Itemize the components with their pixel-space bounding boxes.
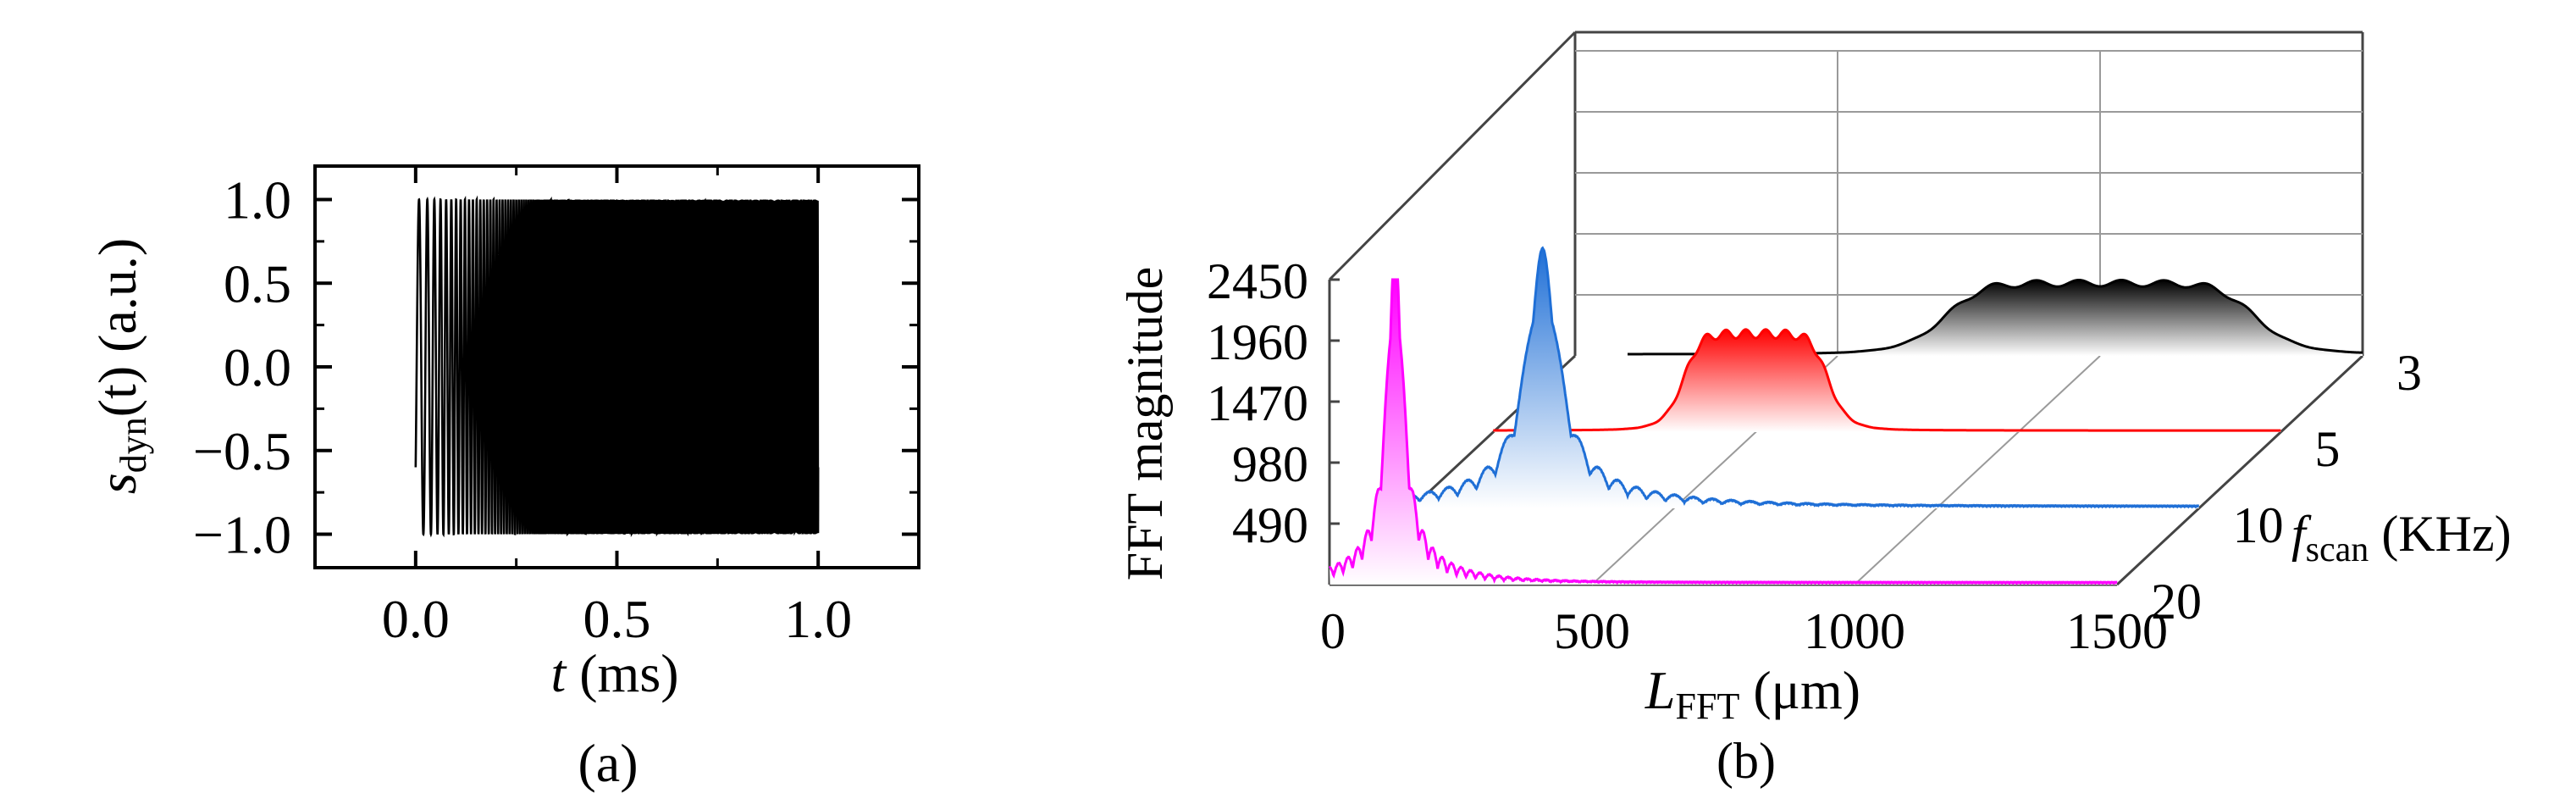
fft-area-2 [1411, 247, 2199, 508]
fft-line-2 [1410, 246, 2200, 509]
fft-series-5-khz [1493, 328, 2281, 432]
y-tick-label-a-4: −1.0 [193, 505, 291, 565]
fft-area-0 [1628, 280, 2363, 356]
fft-series-10-khz [1410, 246, 2200, 509]
fft-series-20-khz [1328, 278, 2118, 585]
fft-line-1 [1493, 328, 2281, 432]
x-tick-label-b-1: 500 [1554, 603, 1630, 659]
fft-series-group [1328, 246, 2363, 585]
floor-grid-2 [1854, 355, 2101, 585]
y-tick-label-a-2: 0.0 [224, 337, 291, 397]
x-tick-label-b-3: 1500 [2066, 603, 2168, 659]
y-tick-label-b-2: 1470 [1207, 375, 1308, 431]
chirp-signal-line [414, 195, 820, 538]
panel-a: 0.0 0.5 1.0 1.0 0.5 0.0 −0.5 −1.0 sdyn(t) (a.u.… [87, 164, 920, 793]
x-tick-label-a-0: 0.0 [382, 589, 450, 649]
x-axis-label-b: LFFT (μm) [1645, 660, 1860, 727]
back-wall-grid [1575, 50, 2363, 585]
chirp-signal-series [414, 195, 820, 538]
x-tick-label-a-1: 0.5 [583, 589, 651, 649]
x-axis-label-a: t (ms) [550, 643, 678, 703]
x-tick-label-b-0: 0 [1320, 603, 1346, 659]
y-tick-label-a-0: 1.0 [224, 170, 291, 230]
y-axis-label-a: sdyn(t) (a.u.) [87, 238, 154, 494]
y-tick-label-b-4: 2450 [1207, 253, 1308, 309]
y-tick-label-b-3: 1960 [1207, 314, 1308, 370]
x-tick-label-a-2: 1.0 [784, 589, 852, 649]
panel-label-a: (a) [578, 733, 638, 793]
z-axis-label-b: fscan (KHz) [2291, 506, 2512, 569]
fft-area-3 [1329, 280, 2117, 585]
z-tick-label-b-2: 10 [2233, 497, 2284, 553]
z-tick-label-b-0: 3 [2396, 345, 2422, 401]
z-tick-label-b-3: 20 [2151, 574, 2202, 630]
y-tick-label-a-3: −0.5 [193, 421, 291, 481]
z-tick-label-b-1: 5 [2314, 421, 2340, 477]
panel-label-b: (b) [1716, 733, 1776, 789]
y-tick-label-b-1: 980 [1232, 436, 1308, 492]
fft-area-1 [1493, 329, 2281, 432]
y-axis-label-b: FFT magnitude [1117, 267, 1173, 581]
fft-line-3 [1328, 278, 2118, 585]
y-tick-label-a-1: 0.5 [224, 253, 291, 313]
x-tick-label-b-2: 1000 [1804, 603, 1905, 659]
y-tick-label-b-0: 490 [1232, 497, 1308, 553]
